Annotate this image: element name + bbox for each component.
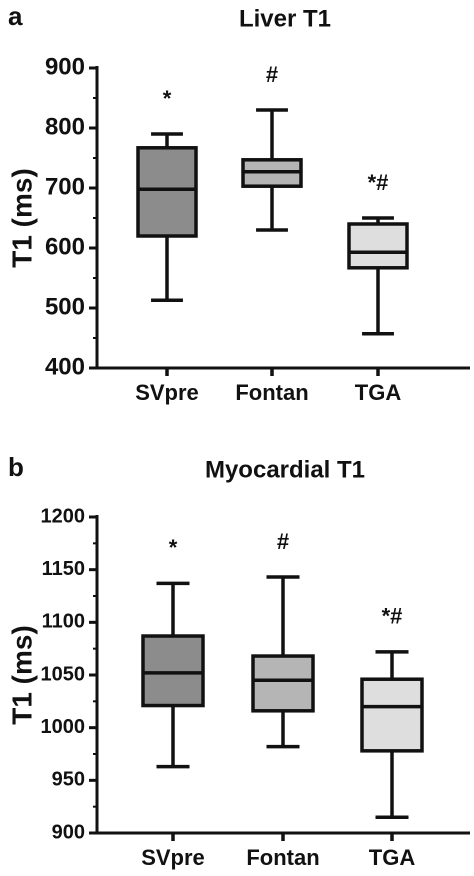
y-tick-label: 1000 xyxy=(41,716,86,738)
chart-title: Myocardial T1 xyxy=(205,456,365,483)
annotation: # xyxy=(266,62,278,87)
y-tick-label: 600 xyxy=(45,233,85,260)
y-tick-label: 1100 xyxy=(42,611,85,633)
box xyxy=(360,677,424,753)
box xyxy=(251,654,315,713)
box xyxy=(141,634,205,708)
y-tick-label: 1150 xyxy=(42,558,85,580)
y-axis-label: T1 (ms) xyxy=(6,168,37,268)
panel-label: b xyxy=(8,452,24,482)
x-tick-label: TGA xyxy=(369,845,416,870)
x-tick-label: TGA xyxy=(355,380,402,405)
annotation: *# xyxy=(368,170,389,195)
annotation: # xyxy=(277,529,289,554)
y-tick-label: 500 xyxy=(45,293,85,320)
y-tick-label: 800 xyxy=(45,113,85,140)
y-tick-label: 950 xyxy=(52,769,85,791)
x-tick-label: SVpre xyxy=(141,845,205,870)
panel-label: a xyxy=(8,1,23,31)
y-axis-label: T1 (ms) xyxy=(6,625,37,725)
x-tick-label: Fontan xyxy=(235,380,308,405)
x-tick-label: SVpre xyxy=(135,380,199,405)
chart-title: Liver T1 xyxy=(239,5,331,32)
annotation: * xyxy=(163,86,172,111)
y-tick-label: 1200 xyxy=(41,505,86,527)
annotation: *# xyxy=(382,604,403,629)
y-tick-label: 1050 xyxy=(41,663,86,685)
box xyxy=(136,146,198,238)
y-tick-label: 400 xyxy=(45,353,85,380)
annotation: * xyxy=(169,535,178,560)
box xyxy=(347,222,409,270)
y-tick-label: 700 xyxy=(45,173,85,200)
y-tick-label: 900 xyxy=(45,53,85,80)
y-tick-label: 900 xyxy=(52,821,85,843)
x-tick-label: Fontan xyxy=(246,845,319,870)
